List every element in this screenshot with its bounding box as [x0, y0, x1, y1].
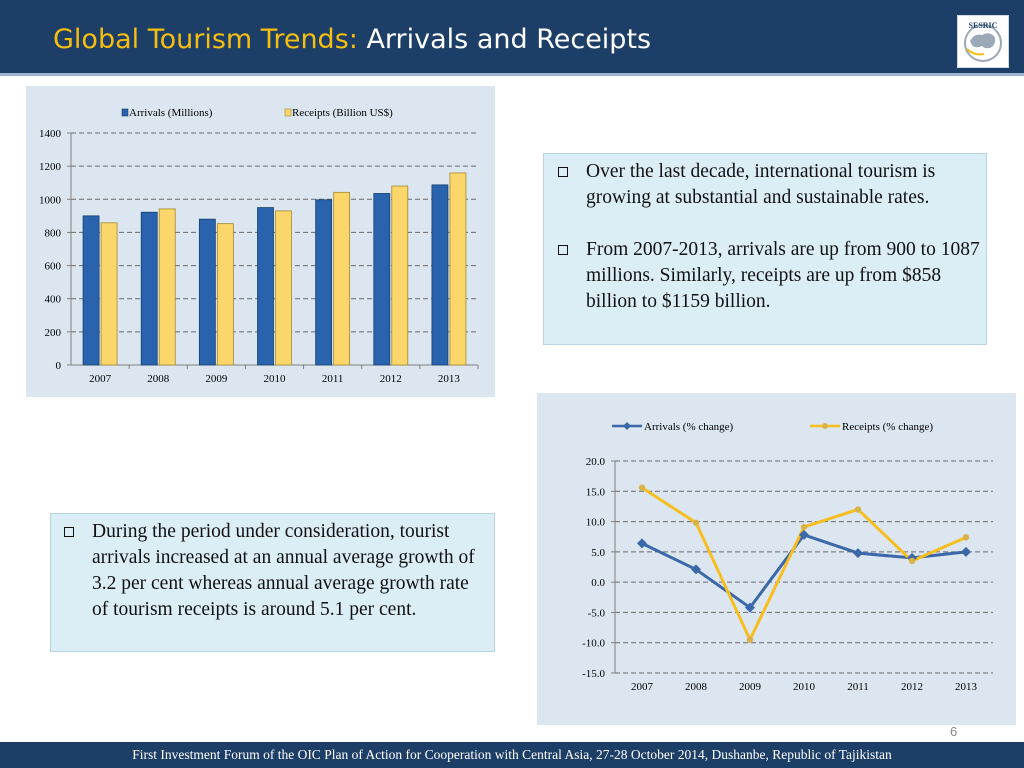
- legend-label: Arrivals (Millions): [129, 107, 213, 119]
- y-tick-label: -10.0: [582, 638, 605, 650]
- y-tick-label: -15.0: [582, 668, 605, 680]
- x-tick-label: 2012: [901, 681, 923, 693]
- textbox-bottom: During the period under consideration, t…: [50, 513, 495, 652]
- data-point-marker: [799, 529, 809, 540]
- bullet-item: Over the last decade, international tour…: [558, 159, 980, 211]
- y-tick-label: 1000: [39, 194, 62, 206]
- line-chart: 20.0 15.0 10.0 5.0 0.0 -5.0 -10.0 -15.0 2007 2008…: [582, 421, 993, 693]
- bar: [333, 191, 351, 366]
- slide-title: Global Tourism Trends: Arrivals and Rece…: [53, 24, 651, 55]
- x-tick-label: 2013: [438, 373, 461, 385]
- bullet-item: During the period under consideration, t…: [64, 519, 480, 623]
- x-tick-label: 2010: [264, 373, 287, 385]
- y-tick-label: 10.0: [586, 517, 606, 529]
- y-tick-label: 400: [45, 294, 62, 306]
- bar-chart: 0 200 400 600 800 1000 1200 1400 2007 2008 2009 201…: [39, 107, 479, 385]
- bar-chart-panel: 0 200 400 600 800 1000 1200 1400 2007 2008 2009 201…: [26, 86, 495, 397]
- x-tick-label: 2009: [205, 373, 228, 385]
- textbox-top: Over the last decade, international tour…: [543, 153, 987, 345]
- x-tick-label: 2009: [739, 681, 762, 693]
- title-highlight: Global Tourism Trends:: [53, 24, 358, 55]
- data-point-marker: [638, 484, 646, 491]
- legend-label: Arrivals (% change): [644, 421, 734, 433]
- data-point-marker: [908, 557, 916, 565]
- bar: [391, 185, 409, 366]
- y-tick-label: 20.0: [586, 456, 606, 468]
- bar: [100, 222, 118, 366]
- y-tick-label: 15.0: [586, 486, 606, 498]
- y-tick-label: 1400: [39, 128, 62, 140]
- bullet-text: Over the last decade, international tour…: [586, 161, 936, 208]
- bullet-text: From 2007-2013, arrivals are up from 900…: [586, 239, 980, 312]
- bullet-text: During the period under consideration, t…: [92, 521, 475, 620]
- checkbox-bullet-icon: [558, 167, 568, 177]
- y-tick-label: 200: [45, 327, 62, 339]
- data-point-marker: [691, 564, 701, 575]
- bar: [315, 199, 333, 366]
- legend-marker: [623, 422, 631, 430]
- x-tick-label: 2012: [380, 373, 402, 385]
- data-point-marker: [745, 602, 755, 613]
- y-tick-label: 0.0: [591, 577, 605, 589]
- y-tick-label: 5.0: [591, 547, 605, 559]
- data-point-marker: [962, 534, 970, 541]
- x-tick-label: 2008: [685, 681, 708, 693]
- y-tick-label: 0: [56, 360, 62, 372]
- x-tick-label: 2008: [147, 373, 170, 385]
- bar: [158, 208, 176, 366]
- bar: [140, 211, 158, 366]
- y-tick-label: 600: [45, 261, 62, 273]
- bar: [449, 172, 467, 366]
- y-tick-label: 1200: [39, 161, 62, 173]
- footer-text: First Investment Forum of the OIC Plan o…: [132, 747, 892, 762]
- data-point-marker: [961, 546, 971, 557]
- bullet-item: From 2007-2013, arrivals are up from 900…: [558, 237, 980, 315]
- x-tick-label: 2010: [793, 681, 816, 693]
- slide-header: Global Tourism Trends: Arrivals and Rece…: [0, 0, 1024, 76]
- legend-label: Receipts (% change): [842, 421, 933, 433]
- bar: [216, 223, 234, 366]
- x-tick-label: 2013: [955, 681, 978, 693]
- series-line: [641, 486, 967, 642]
- data-point-marker: [637, 538, 647, 549]
- data-point-marker: [692, 519, 700, 526]
- y-tick-label: 800: [45, 227, 62, 239]
- legend-marker: [822, 423, 828, 429]
- legend-swatch: [284, 108, 292, 117]
- page-number: 6: [950, 724, 958, 739]
- title-rest: Arrivals and Receipts: [357, 24, 652, 55]
- bar: [198, 218, 216, 366]
- x-tick-label: 2007: [89, 373, 112, 385]
- bar: [257, 207, 274, 366]
- bar: [275, 210, 292, 366]
- checkbox-bullet-icon: [558, 245, 568, 255]
- data-point-marker: [853, 548, 863, 559]
- y-tick-label: -5.0: [588, 607, 606, 619]
- legend-label: Receipts (Billion US$): [292, 107, 393, 119]
- x-tick-label: 2007: [631, 681, 654, 693]
- x-tick-label: 2011: [847, 681, 869, 693]
- logo-text: SESRIC: [969, 21, 998, 30]
- legend-swatch: [121, 108, 129, 117]
- sesric-logo: SESRIC: [957, 15, 1009, 68]
- bar: [373, 193, 391, 366]
- data-point-marker: [854, 506, 862, 513]
- series-line: [641, 533, 967, 610]
- x-tick-label: 2011: [322, 373, 344, 385]
- data-point-marker: [746, 636, 754, 643]
- slide-footer: First Investment Forum of the OIC Plan o…: [0, 742, 1024, 768]
- line-chart-panel: 20.0 15.0 10.0 5.0 0.0 -5.0 -10.0 -15.0 2007 2008…: [537, 393, 1016, 725]
- data-point-marker: [800, 523, 808, 531]
- bar: [431, 184, 449, 366]
- checkbox-bullet-icon: [64, 527, 74, 537]
- bar: [82, 215, 100, 366]
